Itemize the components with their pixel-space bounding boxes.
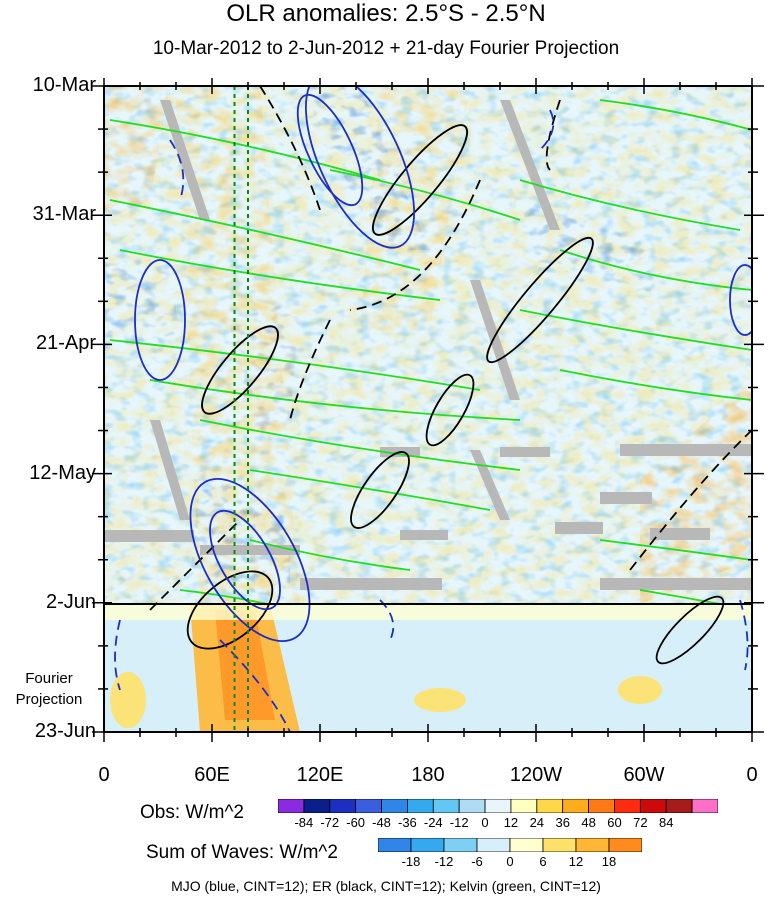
waves-color-box [575, 838, 610, 852]
obs-color-box [510, 799, 538, 813]
projection-shading [104, 604, 752, 732]
waves-level-label: -6 [471, 854, 483, 869]
x-tick-label: 120E [296, 764, 344, 786]
reference-lines [233, 86, 249, 732]
waves-level-label: -12 [434, 854, 454, 869]
obs-color-box [614, 799, 641, 813]
obs-color-box [381, 799, 408, 813]
obs-level-label: 24 [529, 815, 545, 830]
obs-colorbar [278, 799, 718, 813]
obs-level-label: 0 [481, 815, 489, 830]
obs-color-box [458, 799, 486, 813]
x-tick-label: 60W [623, 764, 665, 786]
obs-level-label: -48 [372, 815, 391, 830]
obs-level-label: -60 [346, 815, 366, 830]
er-contours [149, 86, 752, 665]
waves-legend-title: Sum of Waves: W/m^2 [146, 842, 338, 863]
y-tick-label: 31-Mar [32, 203, 96, 226]
obs-level-label: 36 [555, 815, 570, 830]
obs-color-box [355, 799, 382, 813]
kelvin-contours [109, 99, 752, 604]
obs-anomaly-shading [104, 86, 752, 604]
waves-colorbar [378, 838, 642, 852]
obs-color-box [303, 799, 331, 813]
waves-color-box [542, 838, 577, 852]
waves-level-label: -18 [401, 854, 421, 869]
waves-color-box [378, 838, 412, 852]
waves-level-label: 6 [539, 854, 547, 869]
y-tick-label: 10-Mar [32, 74, 96, 96]
obs-level-label: -24 [423, 815, 443, 830]
contour-note: MJO (blue, CINT=12); ER (black, CINT=12)… [171, 878, 601, 894]
waves-color-box [509, 838, 544, 852]
obs-color-box [432, 799, 460, 813]
obs-color-box [588, 799, 615, 813]
waves-level-label: 0 [506, 854, 514, 869]
waves-color-box [476, 838, 511, 852]
fourier-label-line1: Fourier [25, 670, 73, 687]
obs-color-box [484, 799, 512, 813]
obs-level-label: -72 [320, 815, 340, 830]
obs-color-box [665, 799, 693, 813]
waves-level-label: 18 [601, 854, 617, 869]
fourier-projection-label: Fourier Projection [0, 668, 98, 710]
chart-title: OLR anomalies: 2.5°S - 2.5°N [226, 0, 546, 27]
obs-level-label: 84 [659, 815, 674, 830]
obs-legend-title: Obs: W/m^2 [140, 802, 244, 823]
obs-color-box [407, 799, 434, 813]
obs-level-label: 72 [633, 815, 648, 830]
y-tick-label: 2-Jun [45, 590, 96, 613]
waves-color-box [410, 838, 445, 852]
x-tick-label: 0 [746, 764, 758, 786]
obs-color-box [639, 799, 667, 813]
x-tick-label: 180 [411, 764, 445, 786]
axis-ticks [92, 78, 764, 742]
obs-level-label: -36 [398, 815, 417, 830]
y-tick-label: 21-Apr [35, 332, 96, 355]
obs-color-box [691, 799, 718, 813]
chart-subtitle: 10-Mar-2012 to 2-Jun-2012 + 21-day Fouri… [152, 38, 620, 59]
obs-level-label: -84 [294, 815, 314, 830]
fourier-label-line2: Projection [15, 691, 83, 708]
obs-color-box [329, 799, 357, 813]
x-tick-label: 60E [194, 764, 230, 786]
obs-color-box [278, 799, 305, 813]
y-tick-label: 12-May [29, 461, 96, 484]
obs-level-label: 48 [581, 815, 596, 830]
x-tick-label: 120W [509, 764, 563, 786]
obs-level-label: 60 [607, 815, 622, 830]
x-tick-label: 0 [98, 764, 110, 786]
waves-color-box [443, 838, 478, 852]
obs-level-label: -12 [449, 815, 469, 830]
y-tick-label: 23-Jun [34, 720, 96, 742]
obs-color-box [536, 799, 564, 813]
waves-level-label: 12 [568, 854, 584, 869]
waves-color-box [608, 838, 642, 852]
obs-color-box [562, 799, 589, 813]
obs-level-label: 12 [503, 815, 519, 830]
